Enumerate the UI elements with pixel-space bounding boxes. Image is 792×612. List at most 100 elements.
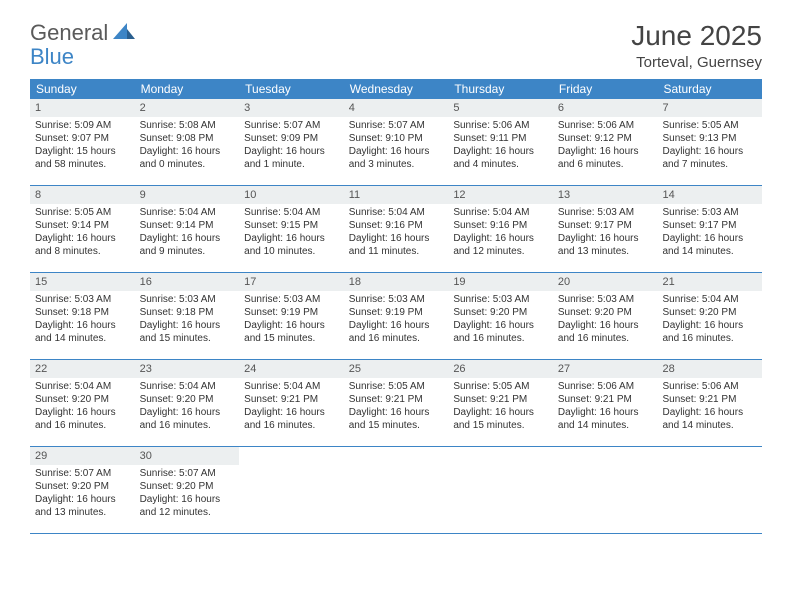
day-number: 4 bbox=[344, 99, 449, 117]
sunset-text: Sunset: 9:20 PM bbox=[140, 393, 235, 406]
sunset-text: Sunset: 9:16 PM bbox=[453, 219, 548, 232]
day-cell: 4Sunrise: 5:07 AMSunset: 9:10 PMDaylight… bbox=[344, 99, 449, 185]
day-info: Sunrise: 5:08 AMSunset: 9:08 PMDaylight:… bbox=[135, 119, 240, 175]
day-cell: 2 Sunrise: 5:08 AMSunset: 9:08 PMDaylight… bbox=[135, 99, 240, 185]
sunrise-text: Sunrise: 5:05 AM bbox=[349, 380, 444, 393]
day-info: Sunrise: 5:03 AMSunset: 9:17 PMDaylight:… bbox=[553, 206, 658, 262]
day-header: Wednesday bbox=[344, 79, 449, 99]
location-label: Torteval, Guernsey bbox=[631, 54, 762, 71]
day-cell: 23Sunrise: 5:04 AMSunset: 9:20 PMDayligh… bbox=[135, 360, 240, 446]
day-info: Sunrise: 5:09 AMSunset: 9:07 PMDaylight:… bbox=[30, 119, 135, 175]
day-number: 5 bbox=[448, 99, 553, 117]
day-info: Sunrise: 5:03 AMSunset: 9:17 PMDaylight:… bbox=[657, 206, 762, 262]
day-cell bbox=[239, 447, 344, 533]
day-cell: 14 Sunrise: 5:03 AMSunset: 9:17 PMDayligh… bbox=[657, 186, 762, 272]
day-cell: 27Sunrise: 5:06 AMSunset: 9:21 PMDayligh… bbox=[553, 360, 658, 446]
day-info: Sunrise: 5:04 AMSunset: 9:21 PMDaylight:… bbox=[239, 380, 344, 436]
day-info: Sunrise: 5:05 AMSunset: 9:13 PMDaylight:… bbox=[657, 119, 762, 175]
daylight-text: Daylight: 16 hours and 16 minutes. bbox=[349, 319, 444, 345]
day-number: 23 bbox=[135, 360, 240, 378]
day-info: Sunrise: 5:07 AMSunset: 9:09 PMDaylight:… bbox=[239, 119, 344, 175]
daylight-text: Daylight: 16 hours and 12 minutes. bbox=[140, 493, 235, 519]
day-cell: 13 Sunrise: 5:03 AMSunset: 9:17 PMDayligh… bbox=[553, 186, 658, 272]
sunset-text: Sunset: 9:20 PM bbox=[558, 306, 653, 319]
sunset-text: Sunset: 9:10 PM bbox=[349, 132, 444, 145]
day-header: Sunday bbox=[30, 79, 135, 99]
sunset-text: Sunset: 9:11 PM bbox=[453, 132, 548, 145]
sunrise-text: Sunrise: 5:07 AM bbox=[349, 119, 444, 132]
day-number: 18 bbox=[344, 273, 449, 291]
day-cell: 22Sunrise: 5:04 AMSunset: 9:20 PMDayligh… bbox=[30, 360, 135, 446]
daylight-text: Daylight: 16 hours and 14 minutes. bbox=[35, 319, 130, 345]
day-cell: 9Sunrise: 5:04 AMSunset: 9:14 PMDaylight… bbox=[135, 186, 240, 272]
daylight-text: Daylight: 16 hours and 16 minutes. bbox=[244, 406, 339, 432]
daylight-text: Daylight: 16 hours and 9 minutes. bbox=[140, 232, 235, 258]
day-cell: 3 Sunrise: 5:07 AMSunset: 9:09 PMDaylight… bbox=[239, 99, 344, 185]
sunrise-text: Sunrise: 5:03 AM bbox=[453, 293, 548, 306]
day-header: Friday bbox=[553, 79, 658, 99]
sunrise-text: Sunrise: 5:04 AM bbox=[662, 293, 757, 306]
day-cell bbox=[553, 447, 658, 533]
daylight-text: Daylight: 16 hours and 4 minutes. bbox=[453, 145, 548, 171]
sunset-text: Sunset: 9:20 PM bbox=[35, 393, 130, 406]
day-info: Sunrise: 5:05 AMSunset: 9:21 PMDaylight:… bbox=[344, 380, 449, 436]
day-info: Sunrise: 5:03 AMSunset: 9:20 PMDaylight:… bbox=[553, 293, 658, 349]
title-block: June 2025 Torteval, Guernsey bbox=[631, 20, 762, 71]
sunset-text: Sunset: 9:19 PM bbox=[349, 306, 444, 319]
daylight-text: Daylight: 16 hours and 16 minutes. bbox=[453, 319, 548, 345]
sunset-text: Sunset: 9:17 PM bbox=[558, 219, 653, 232]
day-number: 12 bbox=[448, 186, 553, 204]
day-number: 3 bbox=[239, 99, 344, 117]
day-number: 10 bbox=[239, 186, 344, 204]
day-info: Sunrise: 5:07 AMSunset: 9:20 PMDaylight:… bbox=[135, 467, 240, 523]
sunrise-text: Sunrise: 5:03 AM bbox=[558, 293, 653, 306]
day-number: 14 bbox=[657, 186, 762, 204]
day-number: 17 bbox=[239, 273, 344, 291]
sunrise-text: Sunrise: 5:07 AM bbox=[35, 467, 130, 480]
day-number: 11 bbox=[344, 186, 449, 204]
day-header: Saturday bbox=[657, 79, 762, 99]
day-info: Sunrise: 5:05 AMSunset: 9:14 PMDaylight:… bbox=[30, 206, 135, 262]
sunset-text: Sunset: 9:13 PM bbox=[662, 132, 757, 145]
week-row: 15Sunrise: 5:03 AMSunset: 9:18 PMDayligh… bbox=[30, 273, 762, 360]
day-number: 7 bbox=[657, 99, 762, 117]
day-info: Sunrise: 5:04 AMSunset: 9:15 PMDaylight:… bbox=[239, 206, 344, 262]
brand-part2: Blue bbox=[30, 44, 74, 69]
daylight-text: Daylight: 16 hours and 14 minutes. bbox=[662, 232, 757, 258]
day-info: Sunrise: 5:06 AMSunset: 9:12 PMDaylight:… bbox=[553, 119, 658, 175]
daylight-text: Daylight: 16 hours and 0 minutes. bbox=[140, 145, 235, 171]
day-cell: 18Sunrise: 5:03 AMSunset: 9:19 PMDayligh… bbox=[344, 273, 449, 359]
sunset-text: Sunset: 9:18 PM bbox=[35, 306, 130, 319]
day-number: 13 bbox=[553, 186, 658, 204]
daylight-text: Daylight: 16 hours and 1 minute. bbox=[244, 145, 339, 171]
daylight-text: Daylight: 16 hours and 14 minutes. bbox=[558, 406, 653, 432]
daylight-text: Daylight: 16 hours and 16 minutes. bbox=[662, 319, 757, 345]
day-cell: 15Sunrise: 5:03 AMSunset: 9:18 PMDayligh… bbox=[30, 273, 135, 359]
daylight-text: Daylight: 16 hours and 15 minutes. bbox=[140, 319, 235, 345]
sunset-text: Sunset: 9:14 PM bbox=[35, 219, 130, 232]
week-row: 22Sunrise: 5:04 AMSunset: 9:20 PMDayligh… bbox=[30, 360, 762, 447]
sunrise-text: Sunrise: 5:03 AM bbox=[244, 293, 339, 306]
daylight-text: Daylight: 16 hours and 15 minutes. bbox=[349, 406, 444, 432]
sunrise-text: Sunrise: 5:03 AM bbox=[662, 206, 757, 219]
day-number: 2 bbox=[135, 99, 240, 117]
sunset-text: Sunset: 9:21 PM bbox=[453, 393, 548, 406]
day-cell: 8Sunrise: 5:05 AMSunset: 9:14 PMDaylight… bbox=[30, 186, 135, 272]
day-cell: 16Sunrise: 5:03 AMSunset: 9:18 PMDayligh… bbox=[135, 273, 240, 359]
day-header: Thursday bbox=[448, 79, 553, 99]
sunrise-text: Sunrise: 5:05 AM bbox=[35, 206, 130, 219]
sunset-text: Sunset: 9:20 PM bbox=[35, 480, 130, 493]
day-number: 9 bbox=[135, 186, 240, 204]
day-number: 28 bbox=[657, 360, 762, 378]
day-header-row: SundayMondayTuesdayWednesdayThursdayFrid… bbox=[30, 79, 762, 99]
sunrise-text: Sunrise: 5:04 AM bbox=[244, 380, 339, 393]
sunset-text: Sunset: 9:20 PM bbox=[662, 306, 757, 319]
sunrise-text: Sunrise: 5:06 AM bbox=[558, 380, 653, 393]
sunrise-text: Sunrise: 5:05 AM bbox=[662, 119, 757, 132]
sunset-text: Sunset: 9:21 PM bbox=[244, 393, 339, 406]
day-cell: 5Sunrise: 5:06 AMSunset: 9:11 PMDaylight… bbox=[448, 99, 553, 185]
daylight-text: Daylight: 16 hours and 8 minutes. bbox=[35, 232, 130, 258]
sunrise-text: Sunrise: 5:04 AM bbox=[35, 380, 130, 393]
sunrise-text: Sunrise: 5:04 AM bbox=[453, 206, 548, 219]
day-cell: 17Sunrise: 5:03 AMSunset: 9:19 PMDayligh… bbox=[239, 273, 344, 359]
